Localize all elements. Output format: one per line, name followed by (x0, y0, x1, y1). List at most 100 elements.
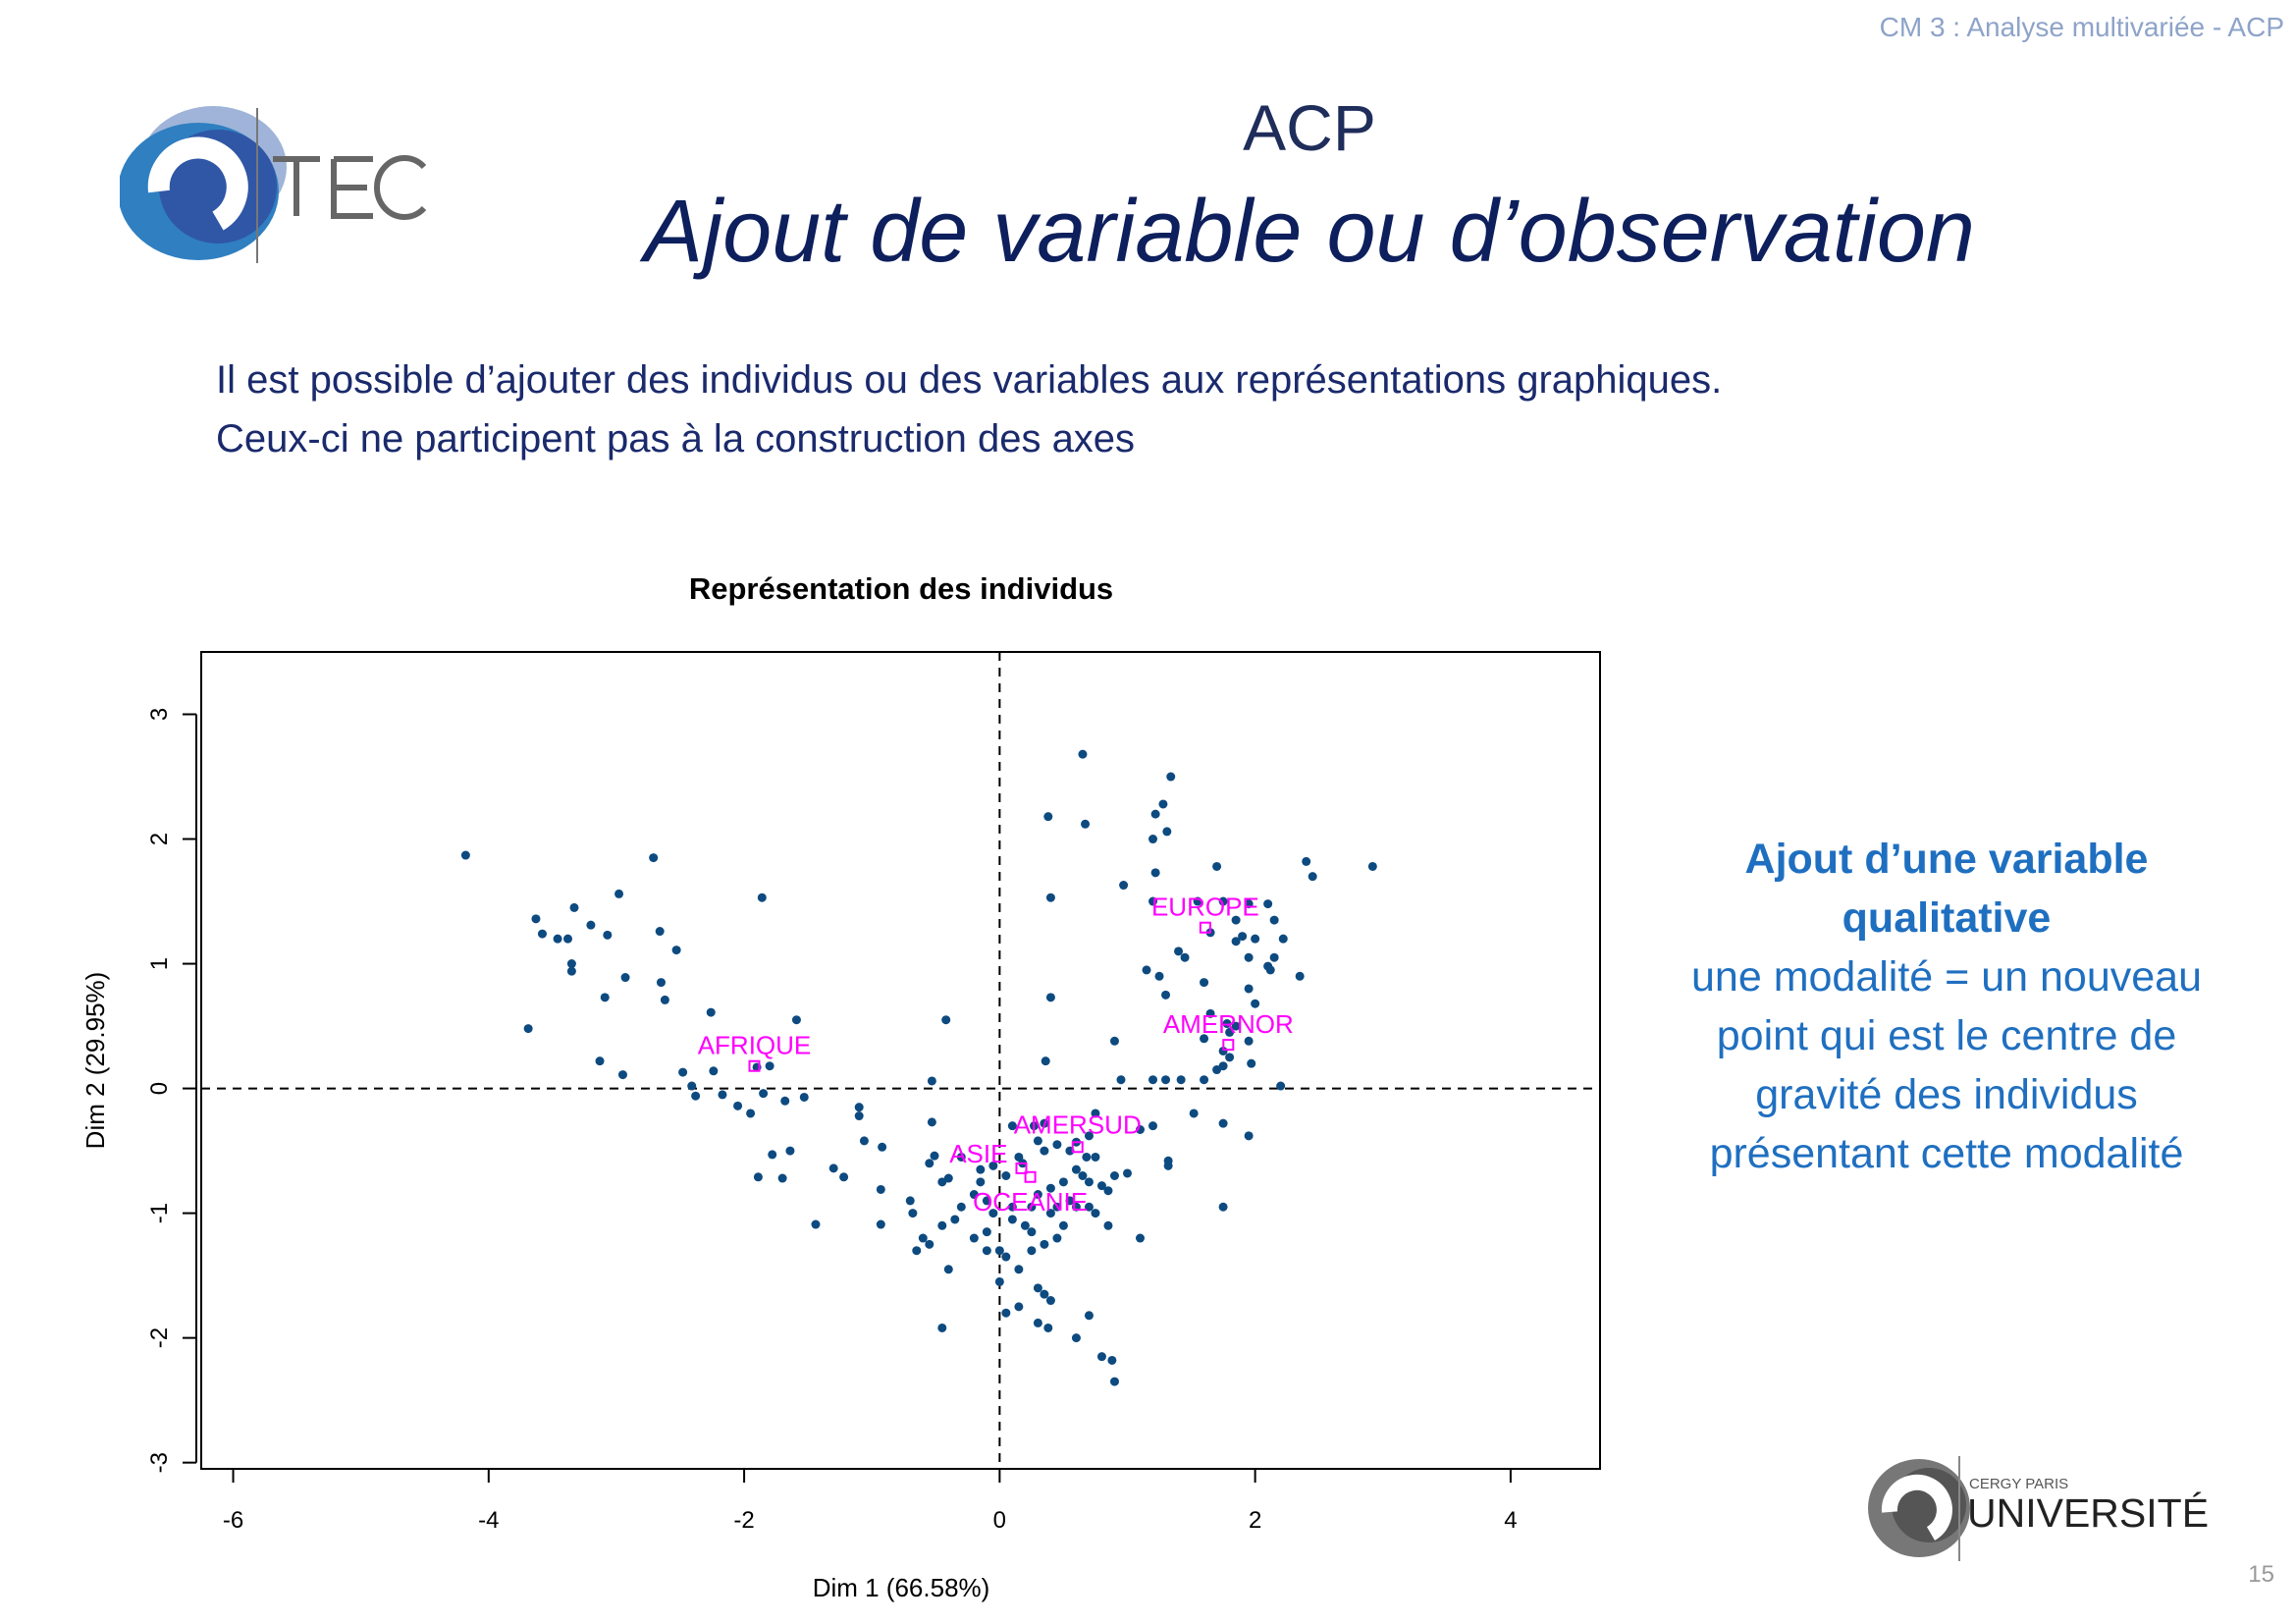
individual-point (1033, 1318, 1042, 1327)
individual-point (1161, 990, 1171, 1000)
individual-point (1040, 1146, 1049, 1156)
note-line: présentant cette modalité (1709, 1130, 2184, 1177)
individual-point (969, 1233, 979, 1243)
individual-points (460, 749, 1377, 1386)
individual-point (1045, 893, 1055, 902)
supplementary-point (1222, 1039, 1235, 1052)
individual-point (828, 1163, 838, 1173)
individual-point (1045, 1296, 1055, 1306)
individual-point (1150, 868, 1160, 878)
y-tick-label: 2 (146, 833, 173, 845)
note-line: gravité des individus (1755, 1071, 2138, 1118)
individual-point (956, 1152, 966, 1162)
individual-point (918, 1233, 928, 1243)
individual-point (1040, 1289, 1049, 1299)
individual-point (1263, 899, 1273, 909)
individual-point (1020, 1220, 1030, 1230)
y-tick-label: 3 (146, 708, 173, 721)
individual-point (859, 1136, 869, 1146)
individual-point (1084, 1311, 1094, 1321)
y-tick-label: -1 (146, 1203, 173, 1223)
individual-point (1150, 809, 1160, 819)
explanation-box: Ajout d’une variable qualitative une mod… (1652, 830, 2241, 1183)
individual-point (649, 853, 659, 863)
body-line-2: Ceux-ci ne participent pas à la construc… (216, 417, 1136, 460)
individual-point (1176, 1075, 1186, 1085)
individual-point (757, 893, 767, 902)
individual-point (1189, 1109, 1199, 1118)
individual-point (1027, 1202, 1037, 1212)
individual-point (1116, 1075, 1126, 1085)
cyu-logo-big: UNIVERSITÉ (1967, 1490, 2209, 1536)
individual-point (1251, 934, 1260, 944)
supplementary-point (1071, 1141, 1084, 1154)
note-line: point qui est le centre de (1716, 1012, 2177, 1059)
individual-point (1091, 1109, 1100, 1118)
individual-point (765, 1061, 774, 1071)
individual-point (982, 1246, 991, 1256)
individual-point (854, 1111, 864, 1121)
individual-point (994, 1246, 1004, 1256)
individual-point (706, 1007, 716, 1017)
cyu-logo: CERGY PARIS UNIVERSITÉ (1865, 1451, 2209, 1564)
individual-point (1200, 1034, 1209, 1044)
individual-point (1029, 1121, 1039, 1131)
individual-point (1161, 1075, 1171, 1085)
individual-point (1084, 1177, 1094, 1187)
x-tick-label: 2 (1249, 1507, 1261, 1534)
individual-point (1007, 1121, 1017, 1131)
individual-point (687, 1081, 697, 1091)
individual-point (1033, 1190, 1042, 1200)
individual-point (1148, 835, 1158, 844)
individual-point (753, 1172, 763, 1182)
y-tick-label: 0 (146, 1082, 173, 1095)
individual-point (876, 1184, 885, 1194)
supplementary-label: ASIE (949, 1139, 1007, 1168)
individual-point (1174, 947, 1184, 956)
y-axis: -3 -2 -1 0 1 2 3 (146, 708, 197, 1473)
individual-point (1040, 1239, 1049, 1249)
individual-point (1081, 819, 1091, 829)
individual-point (905, 1196, 915, 1206)
individual-point (1231, 915, 1241, 925)
individual-point (1238, 932, 1248, 942)
y-tick-label: 1 (146, 957, 173, 970)
supplementary-label: AMERSUD (1014, 1109, 1142, 1139)
page-number: 15 (2248, 1561, 2274, 1588)
individual-point (1041, 1056, 1050, 1066)
individual-point (1148, 1075, 1158, 1085)
individual-point (1040, 1118, 1049, 1128)
individual-point (1225, 1027, 1235, 1037)
individual-point (1218, 1118, 1228, 1128)
slide-title: ACP (1243, 91, 1376, 164)
individual-point (566, 959, 576, 969)
individual-point (1231, 937, 1241, 947)
individual-point (976, 1164, 986, 1174)
individual-point (1367, 861, 1377, 871)
individual-point (1091, 1209, 1100, 1218)
individual-point (671, 946, 681, 955)
individual-point (1308, 872, 1317, 882)
individual-point (1052, 1233, 1062, 1243)
y-tick-label: -3 (146, 1452, 173, 1473)
individual-point (1244, 1036, 1254, 1046)
individual-point (1058, 1177, 1068, 1187)
individual-point (982, 1196, 991, 1206)
individual-point (937, 1177, 947, 1187)
individual-point (678, 1067, 688, 1077)
individual-point (1218, 896, 1228, 906)
individual-point (1096, 1181, 1106, 1191)
individual-point (1244, 1131, 1254, 1141)
individual-point (1247, 1058, 1256, 1068)
individual-point (785, 1146, 795, 1156)
x-axis-label: Dim 1 (66.58%) (813, 1573, 990, 1602)
individual-point (1200, 978, 1209, 988)
individual-point (1084, 1131, 1094, 1141)
supplementary-label: AFRIQUE (698, 1031, 812, 1060)
individual-point (1225, 1053, 1235, 1062)
individual-point (1244, 952, 1254, 962)
individual-point (927, 1117, 936, 1127)
individual-point (1244, 899, 1254, 909)
individual-point (941, 1015, 951, 1025)
